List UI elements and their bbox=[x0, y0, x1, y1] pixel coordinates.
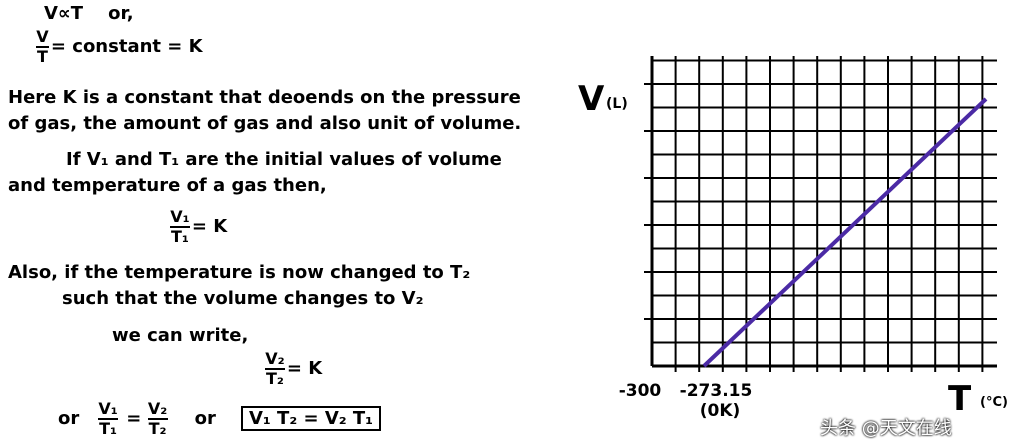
text-line: we can write, bbox=[112, 325, 249, 346]
text-line: such that the volume changes to V₂ bbox=[62, 288, 424, 309]
grid bbox=[644, 56, 997, 372]
text-line: Also, if the temperature is now changed … bbox=[8, 262, 471, 283]
or-text: or, bbox=[108, 3, 134, 24]
intro-line: V∝T or, bbox=[44, 3, 134, 25]
intro-equation: V T = constant = K bbox=[36, 28, 203, 66]
fraction: V₁ T₁ bbox=[170, 208, 190, 246]
text-line: of gas, the amount of gas and also unit … bbox=[8, 113, 522, 134]
equation-text: = constant = K bbox=[50, 36, 203, 57]
numerator: V₁ bbox=[98, 399, 118, 418]
fraction: V₂ T₂ bbox=[265, 350, 285, 388]
denominator: T bbox=[36, 46, 49, 66]
or-text: or bbox=[58, 408, 80, 429]
denominator: T₁ bbox=[98, 418, 118, 438]
denominator: T₂ bbox=[147, 418, 168, 438]
denominator: T₁ bbox=[170, 226, 190, 246]
x-unit: (°C) bbox=[980, 395, 1008, 410]
equals: = bbox=[126, 408, 142, 429]
or-text: or bbox=[194, 408, 216, 429]
x-tick-note: (0K) bbox=[700, 401, 741, 421]
denominator: T₂ bbox=[265, 368, 285, 388]
boxed-equation: V₁ T₂ = V₂ T₁ bbox=[240, 406, 382, 431]
text-line: If V₁ and T₁ are the initial values of v… bbox=[66, 149, 502, 170]
numerator: V₂ bbox=[147, 399, 168, 418]
fraction: V₁ T₁ bbox=[98, 400, 118, 438]
numerator: V₂ bbox=[265, 349, 285, 368]
numerator: V bbox=[36, 27, 49, 46]
fraction: V₂ T₂ bbox=[147, 399, 168, 438]
equation-1: V₁ T₁ = K bbox=[170, 208, 227, 246]
x-label: T bbox=[948, 379, 972, 419]
x-tick-label: -300 bbox=[619, 381, 662, 401]
y-unit: (L) bbox=[606, 96, 628, 112]
proportion: V∝T bbox=[44, 3, 84, 24]
watermark: 头条 @天文在线 bbox=[820, 418, 952, 439]
text-line: and temperature of a gas then, bbox=[8, 175, 327, 196]
text-line: Here K is a constant that deoends on the… bbox=[8, 87, 521, 108]
numerator: V₁ bbox=[170, 207, 190, 226]
equation-2: V₂ T₂ = K bbox=[265, 350, 322, 388]
y-label: V bbox=[578, 79, 605, 119]
x-tick-label: -273.15 bbox=[680, 381, 753, 401]
final-equation: or V₁ T₁ = V₂ T₂ or V₁ T₂ = V₂ T₁ bbox=[58, 399, 382, 438]
equation-text: = K bbox=[286, 358, 323, 379]
volume-line bbox=[702, 97, 988, 368]
equation-text: = K bbox=[191, 216, 228, 237]
